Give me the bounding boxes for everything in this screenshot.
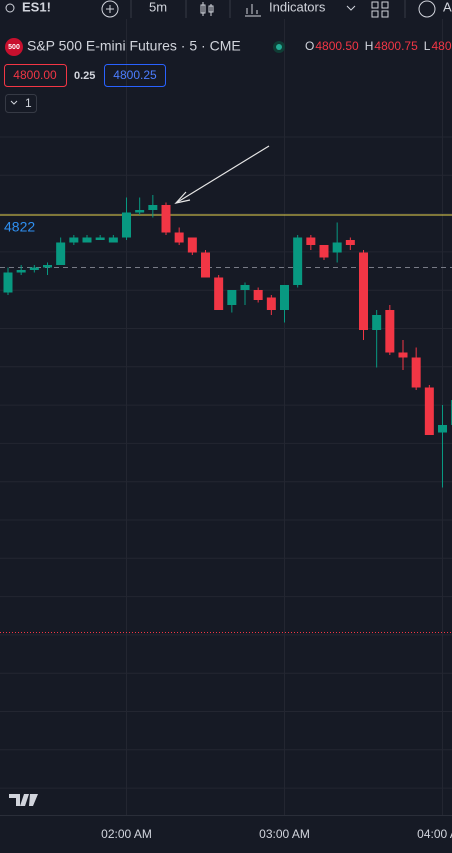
candle-body — [253, 290, 263, 300]
alert[interactable]: Alert — [443, 0, 452, 14]
ohlc-label: O — [305, 39, 314, 53]
layout-icon[interactable] — [371, 1, 389, 18]
collapse-count[interactable]: 1 — [25, 96, 32, 110]
candle-body — [398, 352, 408, 358]
indicators[interactable]: Indicators — [269, 0, 326, 14]
candle-body — [345, 240, 355, 245]
status-dot — [276, 44, 282, 50]
bid[interactable]: 4800.00 — [13, 68, 57, 82]
ohlc-value: 4800.50 — [315, 39, 359, 53]
candle-body — [148, 205, 158, 210]
legend: 500 S&P 500 E-mini Futures · 5 · CME O 48… — [4, 38, 452, 113]
ohlc-value: 4800.75 — [374, 39, 418, 53]
candle-body — [266, 297, 276, 310]
grid — [0, 19, 452, 815]
candle-body — [411, 357, 421, 388]
candle-body — [3, 272, 13, 293]
candle-body — [122, 212, 131, 238]
candle-body — [372, 315, 382, 330]
candle-body — [214, 277, 224, 310]
search-icon[interactable] — [5, 3, 15, 13]
spread: 0.25 — [74, 70, 95, 82]
interval[interactable]: 5m — [149, 0, 167, 14]
ohlc-value: 4800.00 — [431, 39, 452, 53]
symbol-title[interactable]: S&P 500 E-mini Futures · 5 · CME — [27, 38, 241, 54]
plus — [106, 5, 114, 13]
add-symbol[interactable] — [101, 0, 119, 18]
candle-body — [135, 210, 145, 213]
logo: 500 — [8, 44, 20, 51]
horizontal-line-label: 4822 — [4, 219, 35, 235]
ask[interactable]: 4800.25 — [113, 68, 157, 82]
chart-type[interactable] — [200, 2, 214, 16]
candle-body — [16, 270, 26, 273]
candle-body — [359, 252, 368, 330]
logo-bg — [5, 38, 23, 56]
candle-body — [161, 205, 171, 233]
candle-body — [385, 310, 395, 353]
time-axis: 02:00 AM 03:00 AM 04:00 AM — [101, 827, 452, 841]
candle-body — [108, 237, 118, 243]
toolbar-bg — [0, 0, 452, 19]
candle-body — [187, 237, 197, 253]
candle-body — [424, 387, 434, 435]
candle-body — [240, 285, 250, 290]
time-label: 03:00 AM — [259, 827, 310, 841]
arrow-head — [174, 191, 191, 204]
candle-body — [293, 237, 303, 285]
collapse-chevron — [10, 100, 18, 105]
candle-body — [95, 237, 105, 240]
ohlc-label: H — [365, 39, 374, 53]
candle-body — [332, 242, 342, 253]
candle-body — [82, 237, 92, 243]
candle-body — [29, 267, 39, 270]
symbol[interactable]: ES1! — [22, 0, 51, 14]
candle-body — [306, 237, 316, 245]
candle-body — [174, 232, 184, 243]
collapse-button[interactable] — [5, 94, 37, 113]
candle-body — [43, 265, 52, 268]
candle-body — [438, 425, 447, 433]
plot: 4822 — [0, 195, 452, 633]
toolbar: ES1! 5m Indicators Alert — [0, 0, 452, 19]
arrow-drawing — [174, 145, 270, 204]
ask-box[interactable] — [104, 64, 166, 87]
tv-logo[interactable] — [9, 794, 38, 806]
time-label: 04:00 AM — [417, 827, 452, 841]
chevron[interactable] — [346, 5, 356, 11]
candle-body — [319, 245, 329, 258]
arrow-shaft — [175, 145, 270, 204]
candle-body — [227, 290, 237, 305]
alert-icon[interactable] — [418, 0, 436, 18]
candle-body — [69, 237, 79, 243]
indicators-icon[interactable] — [245, 4, 261, 17]
bid-box[interactable] — [4, 64, 67, 87]
candle-body — [56, 242, 66, 265]
ohlc-label: L — [424, 39, 431, 53]
candle-body — [280, 285, 289, 310]
candle-body — [201, 252, 210, 278]
time-label: 02:00 AM — [101, 827, 152, 841]
